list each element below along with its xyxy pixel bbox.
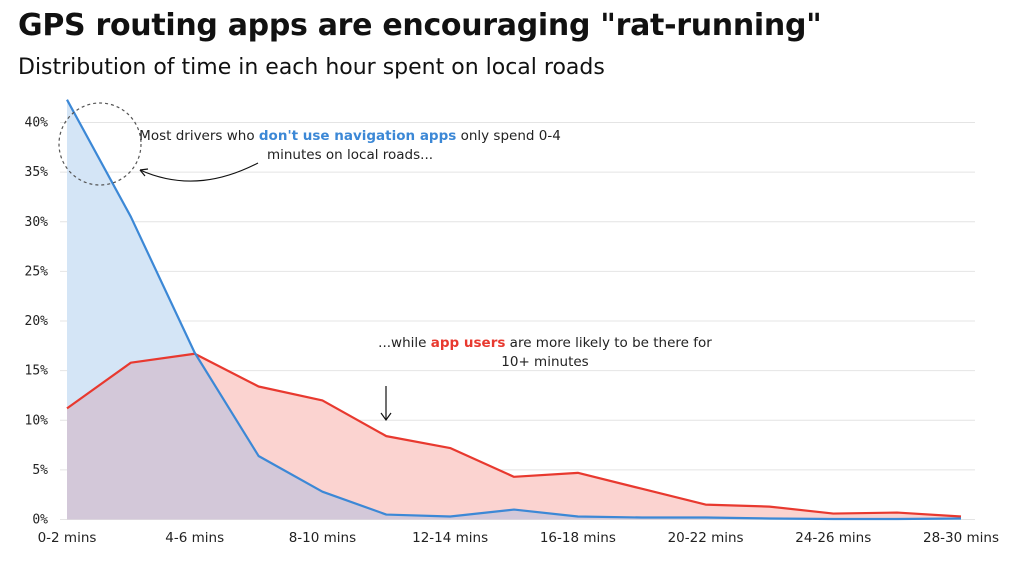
curved-arrow-head: [139, 168, 149, 177]
x-tick-label: 28-30 mins: [923, 530, 999, 546]
non-users-annotation: Most drivers who don't use navigation ap…: [139, 128, 561, 163]
y-tick-label: 0%: [32, 513, 48, 528]
y-tick-label: 5%: [32, 463, 48, 478]
app-users-line: [66, 352, 962, 518]
y-tick-label: 30%: [25, 215, 49, 230]
x-tick-label: 24-26 mins: [795, 530, 871, 546]
x-tick-label: 16-18 mins: [540, 530, 616, 546]
users-annotation: ...while app users are more likely to be…: [378, 335, 712, 370]
y-tick-label: 20%: [25, 314, 49, 329]
x-tick-label: 12-14 mins: [412, 530, 488, 546]
x-tick-label: 4-6 mins: [165, 530, 224, 546]
down-arrow-head: [380, 412, 392, 422]
highlight-circle: [58, 102, 142, 186]
y-tick-label: 40%: [25, 116, 49, 131]
chart-title: GPS routing apps are encouraging "rat-ru…: [18, 8, 822, 43]
chart-subtitle: Distribution of time in each hour spent …: [18, 55, 605, 80]
y-tick-label: 25%: [25, 264, 49, 279]
y-tick-label: 15%: [25, 364, 49, 379]
y-tick-label: 10%: [25, 413, 49, 428]
non-users-highlight: don't use navigation apps: [258, 128, 457, 144]
x-tick-label: 8-10 mins: [289, 530, 356, 546]
x-tick-label: 20-22 mins: [668, 530, 744, 546]
y-tick-label: 35%: [25, 165, 49, 180]
non-users-line: [66, 99, 962, 521]
overlap-area: [67, 353, 961, 520]
x-tick-label: 0-2 mins: [38, 530, 97, 546]
curved-arrow: [139, 162, 259, 182]
users-highlight: app users: [430, 335, 506, 351]
